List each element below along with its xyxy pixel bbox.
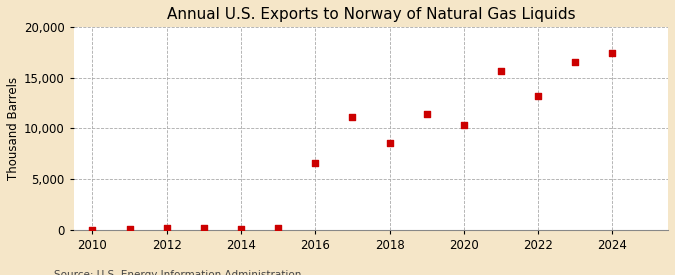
Y-axis label: Thousand Barrels: Thousand Barrels [7, 77, 20, 180]
Point [310, 161, 321, 165]
Point [236, 227, 246, 231]
Point [607, 50, 618, 55]
Title: Annual U.S. Exports to Norway of Natural Gas Liquids: Annual U.S. Exports to Norway of Natural… [167, 7, 575, 22]
Point [273, 226, 284, 230]
Point [198, 226, 209, 230]
Point [124, 227, 135, 231]
Point [533, 94, 543, 98]
Point [87, 227, 98, 232]
Text: Source: U.S. Energy Information Administration: Source: U.S. Energy Information Administ… [54, 271, 301, 275]
Point [570, 59, 580, 64]
Point [161, 226, 172, 230]
Point [458, 123, 469, 128]
Point [495, 68, 506, 73]
Point [347, 115, 358, 119]
Point [384, 140, 395, 145]
Point [421, 112, 432, 116]
